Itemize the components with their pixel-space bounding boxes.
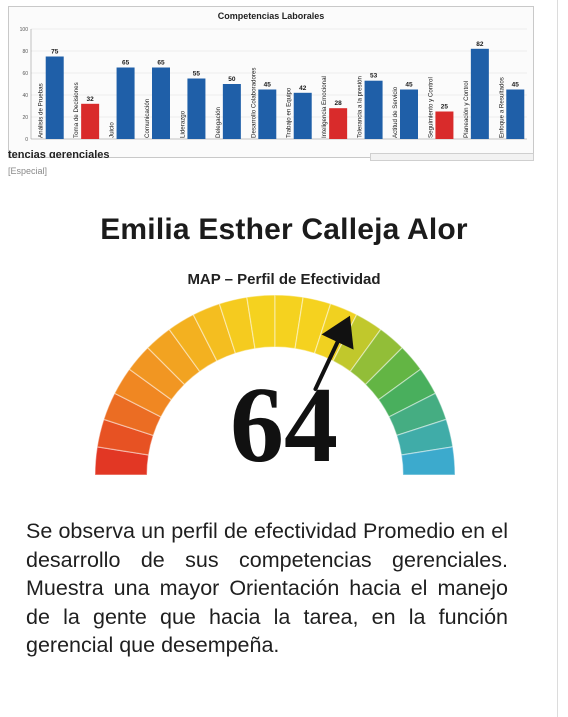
category-label: Planeación y Control (463, 81, 470, 138)
bar-value-label: 45 (264, 82, 272, 89)
y-tick-label: 40 (22, 93, 28, 99)
bar-value-label: 65 (122, 60, 130, 67)
category-label: Comunicación (144, 98, 151, 138)
bar (400, 89, 418, 139)
bar (470, 48, 489, 139)
category-label: Toma de Decisiones (73, 82, 80, 138)
y-tick-label: 60 (22, 71, 28, 77)
category-label: Análisis de Pruebas (38, 83, 45, 138)
gauge-title: MAP – Perfil de Efectividad (187, 271, 381, 288)
category-label: Actitud de Servicio (392, 86, 399, 138)
bar (45, 56, 64, 139)
cropped-box (370, 153, 534, 161)
category-label: Liderazgo (179, 110, 186, 138)
gauge-segment (364, 346, 422, 401)
bar-value-label: 65 (157, 60, 165, 67)
category-label: Inteligencia Emocional (321, 76, 328, 138)
gauge-segment (96, 418, 155, 456)
image-credit: [Especial] (8, 166, 48, 176)
gauge-segment (294, 296, 332, 355)
profile-summary: Se observa un perfil de efectividad Prom… (26, 519, 508, 658)
bar (222, 84, 241, 139)
y-tick-label: 0 (25, 137, 28, 143)
chart-title: Competencias Laborales (217, 11, 325, 21)
gauge-segment (218, 296, 256, 355)
y-tick-label: 100 (20, 27, 29, 33)
bar-value-label: 32 (87, 96, 95, 103)
bar-value-label: 45 (405, 82, 413, 89)
bar (81, 103, 100, 139)
bar-value-label: 25 (441, 104, 449, 111)
gauge-segment (395, 418, 454, 456)
bar-value-label: 55 (193, 71, 201, 78)
cropped-heading: tencias gerenciales (8, 150, 110, 158)
effectiveness-gauge (94, 294, 456, 476)
gauge-needle-tip (321, 315, 354, 350)
gauge-segment (168, 313, 218, 373)
bar-value-label: 28 (335, 100, 343, 107)
competencias-chart: 0 20 40 60 80 100 75 Análisis de Pruebas 32 Toma … (8, 6, 534, 158)
bar (435, 111, 454, 139)
bar (187, 78, 206, 139)
y-tick-label: 80 (22, 49, 28, 55)
competencias-bar-chart: 0 20 40 60 80 100 75 Análisis de Pruebas 32 Toma … (20, 27, 527, 143)
bar (293, 92, 312, 139)
bar (116, 67, 135, 139)
bar-value-label: 82 (476, 41, 484, 48)
bar (152, 67, 170, 139)
category-label: Desarrollo Colaboradores (250, 67, 257, 138)
gauge-value: 64 (230, 366, 338, 485)
bar-value-label: 45 (512, 82, 520, 89)
y-tick-label: 20 (22, 115, 28, 121)
category-label: Juicio (109, 122, 116, 138)
bar-value-label: 42 (299, 85, 307, 92)
bar-value-label: 75 (51, 49, 59, 56)
gauge-segment (192, 303, 237, 362)
gauge-segment (377, 368, 437, 418)
category-label: Tolerancia a la presión (357, 76, 364, 138)
category-label: Enfoque a Resultados (498, 77, 505, 138)
category-label: Seguimiento y Control (427, 77, 434, 138)
bar-value-label: 53 (370, 73, 378, 80)
gauge-segment (400, 446, 456, 476)
page-edge-rule (557, 0, 558, 717)
gauge-segment (388, 392, 447, 437)
bar (258, 89, 277, 139)
gauge-segment (146, 328, 201, 386)
bar (364, 80, 383, 139)
person-name: Emilia Esther Calleja Alor (100, 213, 468, 246)
gauge-segment (128, 346, 186, 401)
bar-value-label: 50 (228, 76, 236, 83)
category-label: Trabajo en Equipo (286, 87, 293, 138)
category-label: Delegación (215, 106, 222, 138)
bar (329, 108, 348, 139)
bar (506, 89, 525, 139)
